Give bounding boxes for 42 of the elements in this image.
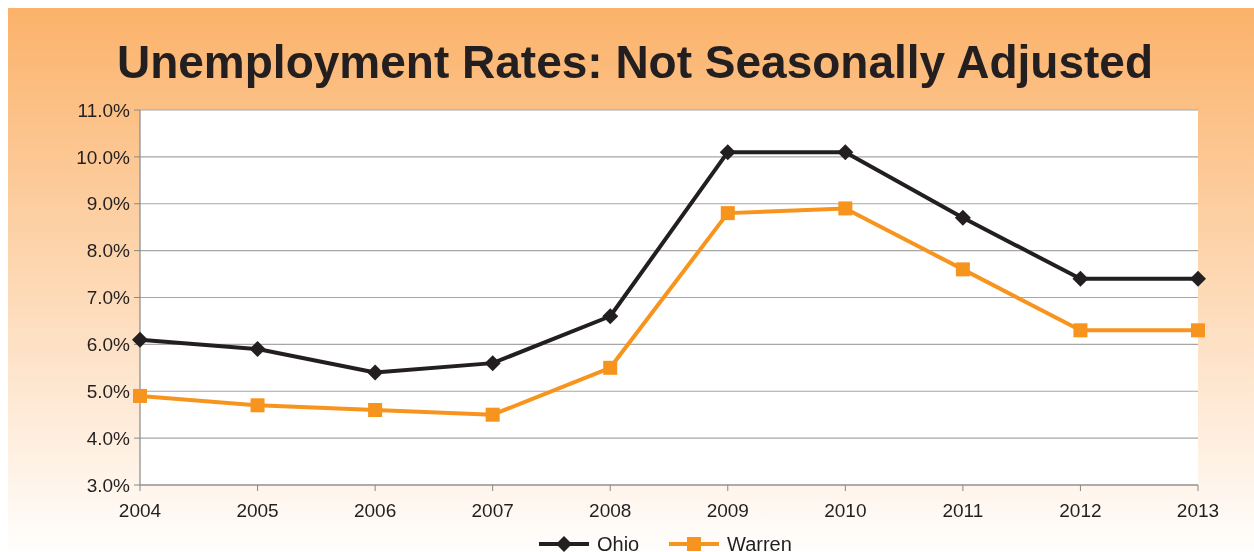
y-tick-label: 5.0% <box>86 380 131 402</box>
point <box>249 341 266 358</box>
point <box>250 398 265 413</box>
point <box>603 360 618 375</box>
point <box>1072 270 1089 287</box>
x-tick-label: 2010 <box>824 500 867 521</box>
y-tick-label: 8.0% <box>86 240 131 262</box>
x-tick-label: 2012 <box>1059 500 1102 521</box>
point <box>838 201 853 216</box>
y-tick-label: 9.0% <box>86 193 131 215</box>
x-tick-label: 2013 <box>1176 500 1220 521</box>
x-tick-label: 2011 <box>942 500 984 521</box>
point <box>484 355 501 372</box>
x-tick-label: 2007 <box>471 500 514 521</box>
point <box>133 388 147 403</box>
x-tick-label: 2004 <box>118 500 162 521</box>
y-tick-label: 11.0% <box>77 99 131 121</box>
y-tick-label: 10.0% <box>76 146 131 168</box>
y-tick-label: 3.0% <box>86 474 131 496</box>
y-tick-label: 6.0% <box>86 334 131 356</box>
x-tick-label: 2009 <box>706 500 749 521</box>
y-tick-label: 7.0% <box>86 287 131 309</box>
point <box>1191 323 1205 338</box>
point <box>367 364 384 381</box>
legend-label: Ohio <box>597 533 640 552</box>
point <box>720 206 735 221</box>
y-tick-label: 4.0% <box>86 427 131 449</box>
x-tick-label: 2005 <box>236 500 279 521</box>
point <box>719 144 736 161</box>
point <box>368 403 383 417</box>
point <box>1190 270 1206 287</box>
point <box>132 331 148 348</box>
point <box>485 407 500 422</box>
x-tick-label: 2008 <box>589 500 632 521</box>
point <box>837 144 854 161</box>
chart-title: Unemployment Rates: Not Seasonally Adjusted <box>116 36 1154 88</box>
point <box>954 209 971 226</box>
point <box>602 308 619 325</box>
legend-label: Warren <box>727 533 792 552</box>
x-tick-label: 2006 <box>353 500 397 521</box>
point <box>1073 323 1088 338</box>
point <box>955 262 970 277</box>
